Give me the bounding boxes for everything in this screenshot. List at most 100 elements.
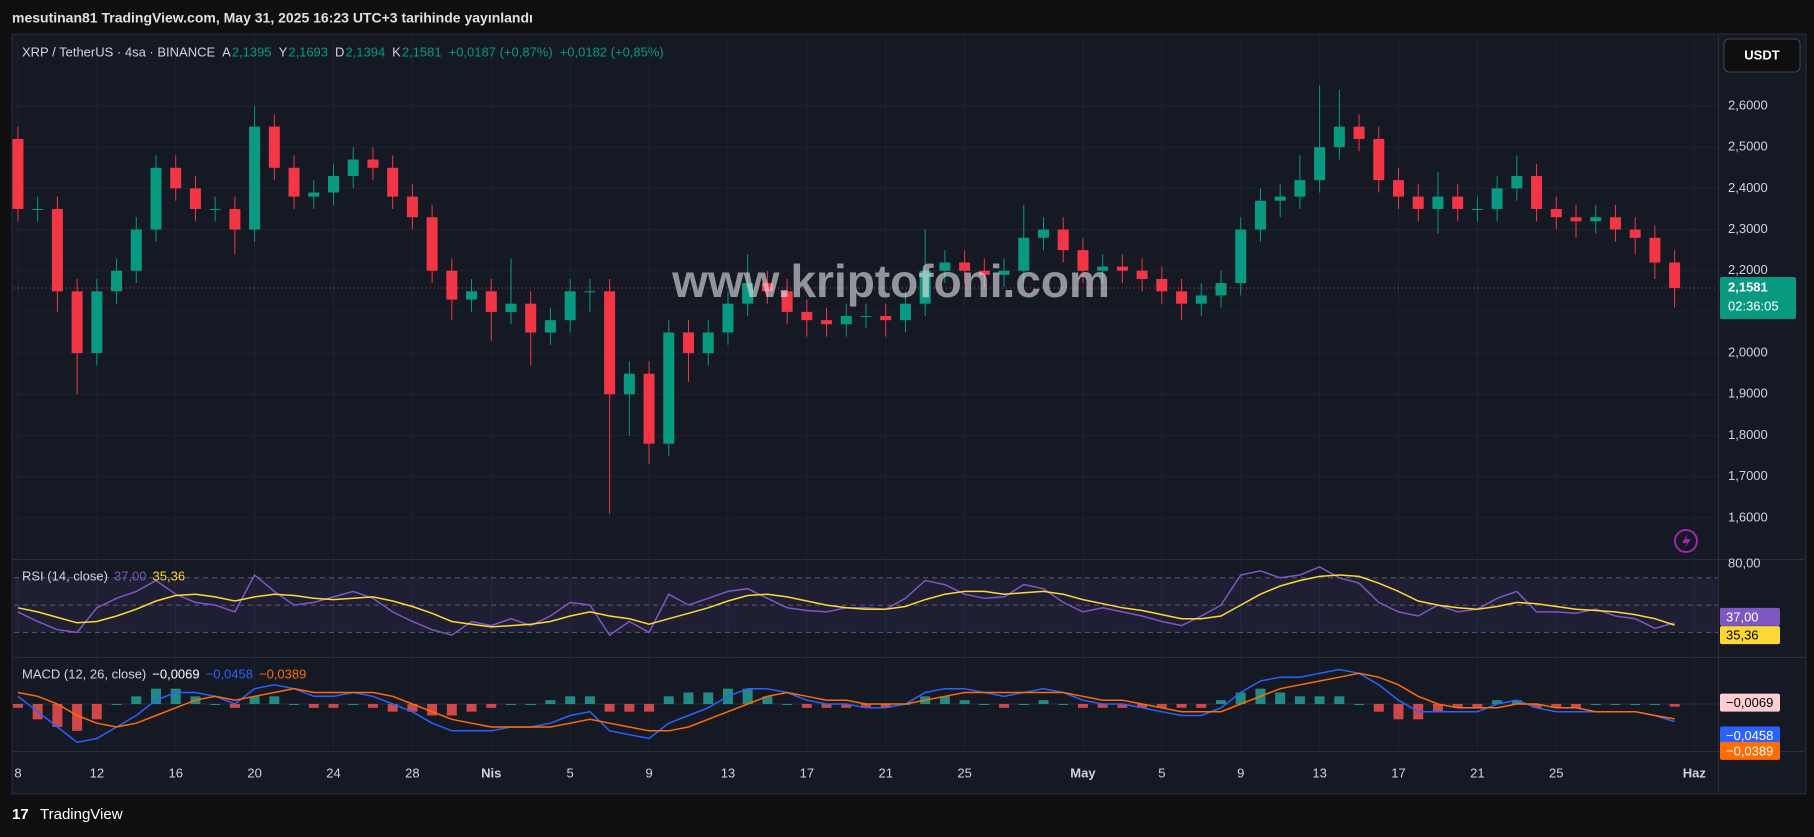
- candle-body: [1274, 196, 1286, 201]
- histogram-bar: [1669, 704, 1680, 707]
- candle-body: [466, 291, 478, 300]
- candle-body: [308, 192, 320, 197]
- rsi-line: [17, 574, 1675, 628]
- ohlc-key: D: [335, 44, 344, 59]
- alert-icon[interactable]: [1674, 529, 1698, 553]
- candle-body: [367, 159, 379, 168]
- histogram-bar: [1137, 704, 1148, 708]
- candle-body: [1570, 217, 1582, 222]
- histogram-bar: [1077, 704, 1088, 708]
- x-tick-label: 13: [721, 765, 735, 780]
- histogram-bar: [1373, 704, 1384, 712]
- histogram-bar: [1058, 704, 1069, 705]
- histogram-bar: [1275, 692, 1286, 704]
- candle-body: [525, 303, 537, 333]
- y-tick-label: 2,3000: [1728, 221, 1768, 236]
- axis-value-tag-bg: [1720, 607, 1780, 626]
- candle-body: [1018, 237, 1030, 271]
- histogram-bar: [328, 704, 339, 708]
- candle-body: [209, 208, 221, 210]
- histogram-bar: [1018, 704, 1029, 705]
- candle-body: [406, 196, 418, 218]
- candle-body: [170, 167, 182, 189]
- y-tick-label: 2,5000: [1728, 139, 1768, 154]
- candle-body: [564, 291, 576, 321]
- indicator-title: MACD (12, 26, close): [22, 666, 146, 681]
- currency-button[interactable]: [1723, 38, 1801, 73]
- legend-value: −0,0069: [152, 666, 199, 681]
- histogram-bar: [545, 700, 556, 704]
- candle-body: [663, 332, 675, 444]
- legend-value: −0,0458: [206, 666, 253, 681]
- histogram-bar: [1649, 704, 1660, 705]
- histogram-bar: [249, 696, 260, 704]
- histogram-bar: [1097, 704, 1108, 708]
- histogram-bar: [229, 704, 240, 708]
- x-tick-label: 12: [90, 765, 104, 780]
- histogram-bar: [1511, 700, 1522, 704]
- histogram-bar: [604, 704, 615, 712]
- candle-body: [1590, 217, 1602, 222]
- histogram-bar: [742, 688, 753, 704]
- axis-value-tag-bg: [1720, 693, 1780, 712]
- candle-body: [1176, 291, 1188, 304]
- candle-body: [446, 270, 458, 300]
- histogram-bar: [367, 704, 378, 708]
- candle-body: [899, 303, 911, 321]
- change: +0,0187 (+0,87%): [449, 44, 553, 59]
- legend-value: −0,0389: [259, 666, 306, 681]
- candle-body: [1412, 196, 1424, 209]
- candle-body: [1669, 262, 1681, 288]
- last-price-tag: [1720, 276, 1796, 319]
- histogram-bar: [486, 704, 497, 708]
- ohlc-value: 2,1395: [232, 44, 272, 59]
- histogram-bar: [782, 704, 793, 705]
- histogram-bar: [841, 704, 852, 708]
- histogram-bar: [821, 704, 832, 708]
- x-tick-label: 17: [800, 765, 814, 780]
- candle-body: [919, 270, 931, 304]
- histogram-bar: [1117, 704, 1128, 708]
- candle-body: [959, 262, 971, 271]
- histogram-bar: [584, 696, 595, 704]
- candle-body: [1452, 196, 1464, 209]
- histogram-bar: [683, 692, 694, 704]
- histogram-bar: [1216, 700, 1226, 704]
- histogram-bar: [1590, 704, 1601, 705]
- candle-body: [1314, 147, 1326, 181]
- candle-body: [781, 291, 793, 312]
- histogram-bar: [644, 704, 655, 712]
- histogram-bar: [91, 704, 102, 720]
- candle-body: [702, 332, 714, 354]
- candle-body: [801, 311, 813, 321]
- y-tick-label: 80,00: [1728, 556, 1761, 571]
- candle-body: [1373, 138, 1385, 181]
- candle-body: [1235, 229, 1247, 284]
- candle-body: [1038, 229, 1049, 238]
- candle-body: [485, 291, 497, 312]
- candle-body: [880, 316, 892, 321]
- candle-body: [1511, 176, 1523, 189]
- histogram-bar: [210, 704, 221, 705]
- histogram-bar: [72, 704, 83, 731]
- footer: TradingView: [40, 806, 123, 823]
- candle-body: [1057, 229, 1069, 251]
- x-tick-label: Nis: [481, 765, 501, 780]
- candle-body: [742, 283, 754, 304]
- candle-body: [268, 126, 280, 168]
- x-tick-label: 21: [1470, 765, 1484, 780]
- indicator-title: RSI (14, close): [22, 568, 108, 583]
- histogram-bar: [506, 704, 516, 705]
- candle-body: [1136, 270, 1148, 279]
- candle-body: [1254, 200, 1266, 230]
- x-tick-label: May: [1070, 765, 1096, 780]
- ohlc-value: 2,1394: [345, 44, 385, 59]
- histogram-bar: [1551, 704, 1562, 708]
- histogram-bar: [1156, 704, 1167, 708]
- histogram-bar: [959, 700, 970, 704]
- histogram-bar: [1610, 704, 1621, 705]
- candle-body: [328, 176, 339, 193]
- ohlc-key: Y: [279, 44, 288, 59]
- histogram-bar: [1038, 700, 1049, 704]
- x-tick-label: 24: [326, 765, 340, 780]
